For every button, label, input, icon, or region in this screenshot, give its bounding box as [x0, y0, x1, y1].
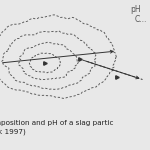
Text: pH: pH	[130, 4, 141, 14]
Text: mposition and pH of a slag partic
ck 1997): mposition and pH of a slag partic ck 199…	[0, 120, 114, 135]
Text: C...: C...	[135, 15, 147, 24]
